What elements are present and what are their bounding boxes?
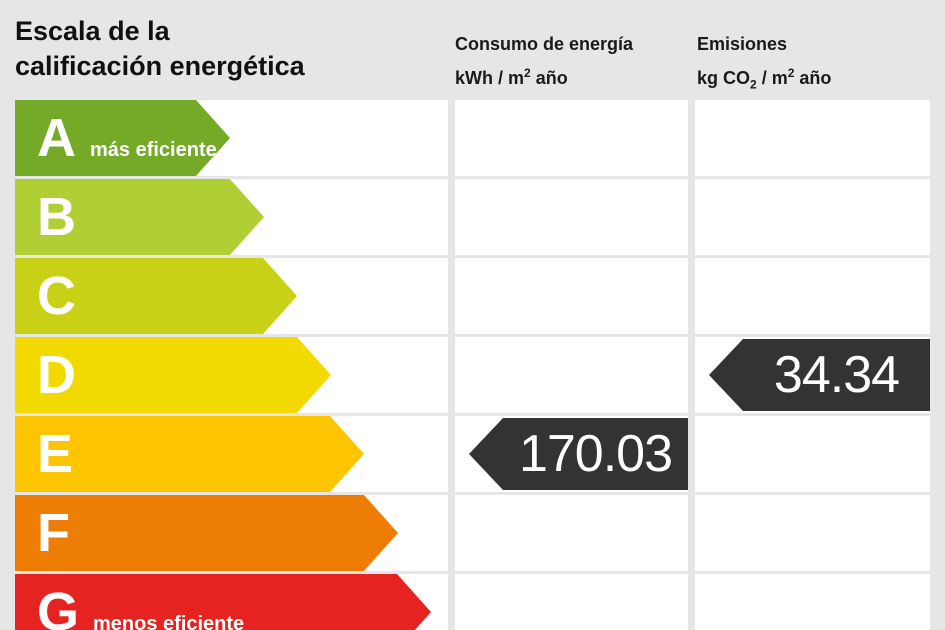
cell-emisiones: 34.34: [695, 337, 930, 413]
rating-bar-arrow: C: [15, 258, 297, 334]
cell-emisiones: [695, 258, 930, 334]
emisiones-value-arrow: 34.34: [709, 339, 930, 411]
consumo-value: 170.03: [518, 425, 673, 483]
cell-scale: E: [15, 416, 448, 492]
rating-letter: C: [37, 266, 76, 326]
cell-consumo: [455, 574, 688, 630]
page-title-line2: calificación energética: [15, 51, 305, 81]
cell-emisiones: [695, 495, 930, 571]
cell-emisiones: [695, 100, 930, 176]
rating-letter: F: [37, 503, 70, 563]
rating-letter: E: [37, 424, 74, 484]
cell-consumo: [455, 337, 688, 413]
cell-consumo: [455, 179, 688, 255]
rating-bar-arrow: G menos eficiente: [15, 574, 431, 630]
cell-consumo: [455, 495, 688, 571]
consumo-header-unit: kWh / m2 año: [455, 66, 568, 88]
rating-row: B: [15, 179, 930, 255]
rating-bar-arrow: A más eficiente: [15, 100, 230, 176]
cell-emisiones: [695, 416, 930, 492]
page-title-line1: Escala de la: [15, 16, 170, 46]
rating-letter: B: [37, 187, 76, 247]
cell-consumo: 170.03: [455, 416, 688, 492]
rating-letter: A: [37, 108, 76, 168]
consumo-value-arrow: 170.03: [469, 418, 688, 490]
cell-consumo: [455, 258, 688, 334]
rating-bar-arrow: F: [15, 495, 398, 571]
emisiones-value: 34.34: [773, 346, 900, 404]
rating-grid: A más eficiente B C: [15, 100, 930, 630]
rating-bar-arrow: E: [15, 416, 364, 492]
consumo-column-header: Consumo de energía kWh / m2 año: [455, 30, 633, 93]
consumo-header-title: Consumo de energía: [455, 34, 634, 54]
cell-consumo: [455, 100, 688, 176]
rating-row: D 34.34: [15, 337, 930, 413]
emisiones-header-unit: kg CO2 / m2 año: [697, 66, 832, 92]
rating-row: E 170.03: [15, 416, 930, 492]
cell-emisiones: [695, 179, 930, 255]
rating-letter: G: [37, 582, 80, 630]
rating-note: más eficiente: [90, 139, 217, 161]
cell-scale: F: [15, 495, 448, 571]
rating-row: G menos eficiente: [15, 574, 930, 630]
rating-bar-arrow: D: [15, 337, 331, 413]
cell-scale: C: [15, 258, 448, 334]
emisiones-header-title: Emisiones: [697, 34, 788, 54]
rating-row: A más eficiente: [15, 100, 930, 176]
cell-scale: D: [15, 337, 448, 413]
cell-scale: G menos eficiente: [15, 574, 448, 630]
rating-bar-arrow: B: [15, 179, 264, 255]
page-title: Escala de la calificación energética: [15, 14, 305, 84]
rating-letter: D: [37, 345, 76, 405]
cell-scale: B: [15, 179, 448, 255]
emisiones-column-header: Emisiones kg CO2 / m2 año: [697, 30, 831, 100]
cell-scale: A más eficiente: [15, 100, 448, 176]
rating-row: F: [15, 495, 930, 571]
rating-note: menos eficiente: [93, 613, 245, 630]
rating-row: C: [15, 258, 930, 334]
cell-emisiones: [695, 574, 930, 630]
